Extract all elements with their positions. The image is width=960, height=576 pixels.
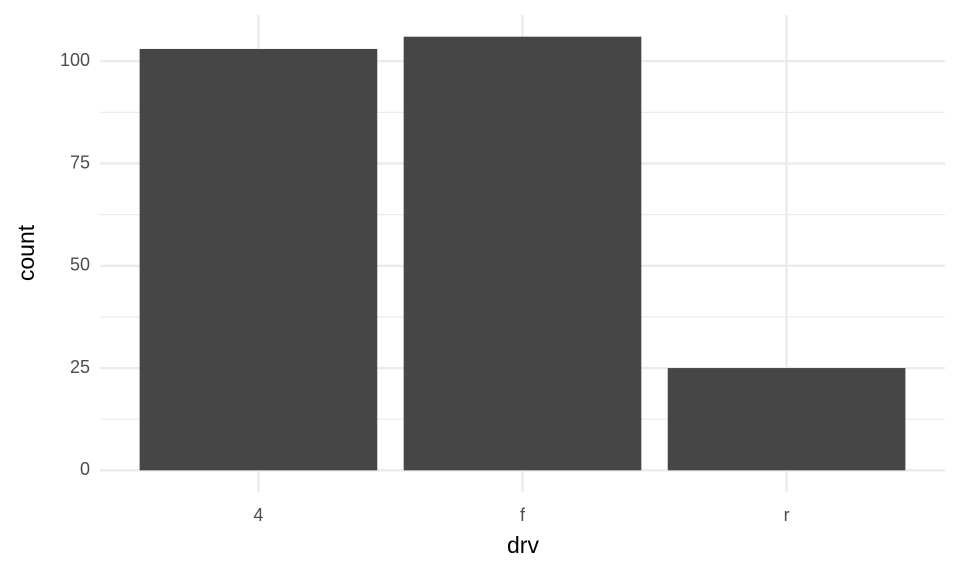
y-tick-label: 25 <box>70 357 90 377</box>
x-tick-label: f <box>520 505 526 525</box>
y-tick-label: 100 <box>60 50 90 70</box>
y-tick-label: 50 <box>70 255 90 275</box>
bar <box>139 48 378 471</box>
x-tick-label: r <box>784 505 790 525</box>
x-axis-title: drv <box>507 532 539 558</box>
y-tick-label: 0 <box>80 459 90 479</box>
y-axis-title: count <box>13 224 39 281</box>
y-tick-label: 75 <box>70 152 90 172</box>
bar <box>667 368 906 471</box>
x-tick-label: 4 <box>253 505 263 525</box>
bar <box>403 36 642 471</box>
